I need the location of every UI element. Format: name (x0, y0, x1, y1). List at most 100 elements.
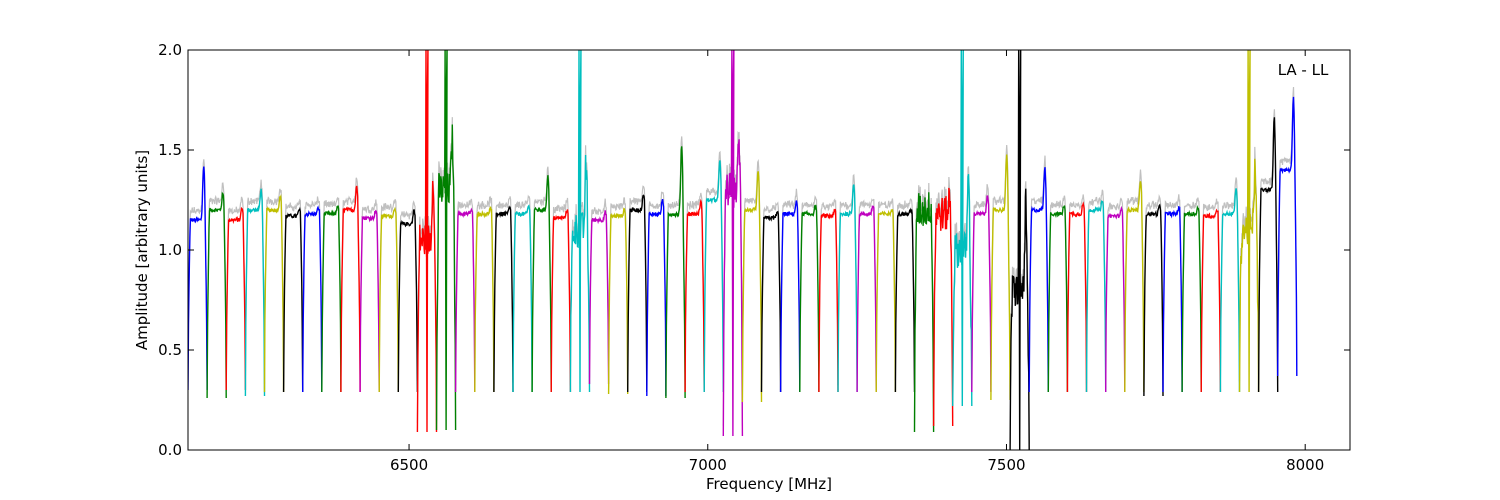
channel-line (703, 160, 724, 393)
channel-line (1105, 205, 1126, 393)
channel-line (588, 210, 610, 385)
background-channel-line (397, 200, 418, 381)
background-channel-line (837, 173, 858, 386)
channel-line (188, 166, 208, 391)
background-channel-line (188, 159, 208, 383)
background-channel-line (1181, 197, 1202, 387)
background-channel-line (684, 192, 705, 385)
channel-line (1143, 203, 1164, 397)
background-channel-line (1085, 189, 1107, 385)
background-channel-line (818, 198, 839, 386)
background-channel-line (1124, 169, 1145, 386)
channel-line (837, 184, 858, 393)
channel-line (550, 209, 572, 393)
channel-line (378, 206, 399, 393)
background-channel-line (493, 196, 514, 385)
y-tick-label: 0.0 (158, 441, 182, 459)
background-channel-line (378, 199, 399, 381)
channel-line (1028, 167, 1049, 393)
background-channel-line (608, 197, 629, 388)
channel-line (1162, 206, 1183, 393)
background-channel-line (741, 158, 763, 394)
channel-line (1257, 117, 1279, 393)
channel-line (474, 206, 495, 393)
background-channel-line (856, 198, 877, 383)
background-channel-line (799, 195, 820, 383)
channel-line (607, 207, 629, 395)
background-channel-line (646, 191, 667, 390)
channel-line (1124, 181, 1145, 393)
background-channel-line (990, 144, 1011, 391)
x-tick-label: 7000 (689, 456, 727, 474)
channel-line (684, 198, 705, 393)
background-channel-line (894, 198, 916, 385)
background-channel-line (760, 201, 782, 384)
channel-line (646, 198, 667, 397)
channel-line (760, 210, 782, 393)
background-channel-line (627, 185, 648, 384)
channel-line (206, 191, 227, 399)
channel-line (454, 207, 476, 393)
background-channel-line (703, 150, 724, 384)
background-channel-line (780, 188, 801, 384)
channel-line (875, 209, 897, 393)
background-channel-line (225, 196, 246, 380)
background-channel-line (1258, 109, 1279, 384)
x-tick-label: 8000 (1286, 456, 1324, 474)
channel-line (282, 206, 304, 393)
background-channel-line (531, 166, 552, 386)
axis-ticks: 6500 7000 7500 8000 0.0 0.5 1.0 1.5 2.0 (158, 41, 1350, 474)
channel-line (818, 208, 839, 393)
background-channel-line (455, 198, 476, 386)
channel-line (990, 154, 1011, 401)
background-channel-line (1277, 86, 1298, 368)
channel-line (665, 146, 686, 399)
channel-line (512, 204, 533, 393)
y-tick-label: 1.0 (158, 241, 182, 259)
background-channel-line (665, 136, 686, 389)
channel-line (722, 50, 744, 437)
channel-line (435, 50, 457, 431)
channel-line (894, 207, 916, 393)
background-channel-line (340, 177, 361, 386)
channel-line (913, 192, 935, 433)
background-channel-line (875, 198, 896, 385)
background-channel-line (1162, 194, 1183, 384)
x-tick-label: 6500 (390, 456, 428, 474)
channel-line (225, 206, 247, 391)
y-tick-label: 0.5 (158, 341, 182, 359)
channel-line (741, 171, 763, 403)
channel-line (856, 204, 877, 393)
x-tick-label: 7500 (987, 456, 1025, 474)
channel-line (971, 195, 992, 393)
y-axis-label: Amplitude [arbitrary units] (133, 150, 151, 350)
channel-line (1085, 200, 1107, 393)
background-channel-line (244, 179, 266, 390)
background-channel-line (1047, 195, 1068, 386)
channel-line (397, 209, 419, 393)
channel-line (493, 205, 514, 393)
background-channel-line (474, 195, 495, 384)
channel-line (244, 188, 266, 397)
background-channel-line (263, 188, 285, 386)
background-channel-line (971, 184, 992, 385)
background-channel-line (1200, 198, 1221, 384)
channel-line (952, 50, 973, 407)
background-channel-line (206, 182, 227, 392)
channel-line (1047, 205, 1069, 393)
channel-line (1219, 188, 1241, 393)
background-channel-line (321, 196, 342, 384)
channel-line (799, 204, 820, 393)
background-channel-line (550, 197, 571, 386)
channel-line (263, 193, 285, 393)
background-channel-line (512, 194, 533, 384)
channel-line (531, 175, 552, 393)
channel-line (1066, 201, 1088, 393)
background-channel-line (1105, 197, 1126, 383)
channel-line (302, 205, 323, 393)
background-channel-line (588, 198, 610, 378)
x-axis-label: Frequency [MHz] (706, 475, 832, 493)
channel-line (416, 50, 438, 433)
panel-annotation: LA - LL (1278, 61, 1329, 79)
channel-line (779, 200, 801, 393)
